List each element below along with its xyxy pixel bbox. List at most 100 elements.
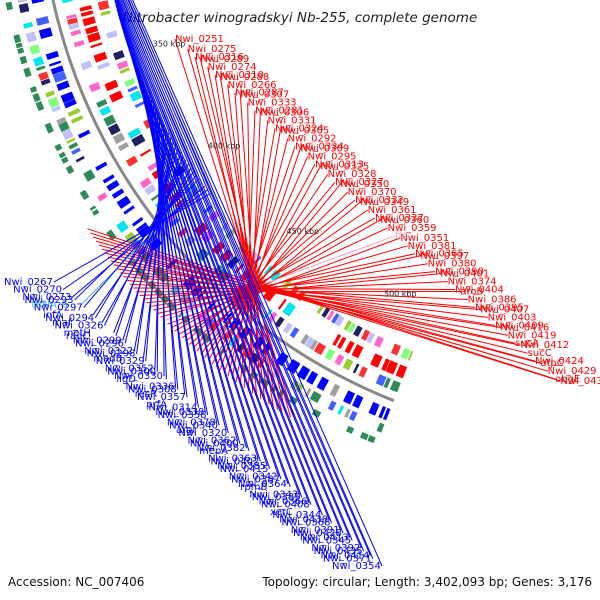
feature-block — [112, 50, 125, 61]
label-connector — [161, 120, 165, 377]
gene-label: rpmB — [240, 482, 267, 493]
feature-block — [85, 25, 99, 35]
gene-label: Nwi_0342 — [229, 471, 278, 482]
feature-block — [153, 287, 165, 298]
label-connector — [153, 253, 416, 311]
feature-block — [367, 435, 376, 444]
feature-block — [390, 343, 401, 356]
gene-label: Nwi_0314 — [149, 403, 198, 414]
gene-label: Nwi_0300 — [107, 367, 156, 378]
feature-block — [29, 44, 41, 55]
feature-block — [52, 70, 67, 83]
feature-block — [316, 376, 329, 391]
gene-label: Nwi_0380 — [428, 259, 477, 270]
label-connector — [207, 164, 316, 361]
gene-label: Nwi_0322 — [84, 346, 133, 357]
gene-label: Nwi_0313 — [315, 159, 364, 170]
feature-block — [58, 151, 66, 159]
feature-block — [73, 39, 85, 48]
feature-block — [32, 92, 41, 103]
feature-block — [61, 128, 74, 141]
feature-block — [123, 205, 135, 215]
feature-block — [75, 155, 85, 163]
gene-label: Nwi_0363 — [208, 453, 257, 464]
feature-block — [68, 142, 79, 150]
gene-label: Nwi_0333 — [248, 98, 297, 109]
label-connector — [227, 84, 266, 402]
feature-block — [334, 353, 345, 366]
gene-label: Nwi_0307 — [240, 90, 289, 101]
feature-block — [347, 322, 357, 334]
feature-block — [348, 410, 358, 422]
feature-block — [60, 91, 75, 104]
feature-block — [389, 380, 401, 393]
gene-label: Nwi_0402 — [210, 456, 259, 467]
gene-label: Nwi_0306 — [260, 108, 309, 119]
feature-block — [51, 105, 62, 113]
feature-block — [45, 50, 60, 61]
gene-label: Nwi_0382 — [197, 443, 246, 454]
label-connector — [123, 276, 476, 308]
gene-label: Nwi_0391 — [291, 525, 340, 536]
feature-block — [381, 358, 391, 372]
gene-label: Nwi_0326 — [54, 320, 103, 331]
label-connector — [115, 4, 300, 495]
gene-label: Nwi_0366 — [259, 497, 308, 508]
feature-block — [54, 143, 63, 152]
feature-block — [116, 60, 129, 70]
feature-block — [38, 27, 53, 40]
feature-block — [332, 334, 342, 347]
gene-label: Nwi_0288 — [220, 72, 269, 83]
feature-block — [329, 383, 341, 397]
label-connectors — [53, 0, 561, 567]
gene-label: Nwi_0329 — [96, 356, 145, 367]
feature-block — [144, 184, 157, 196]
label-connector — [114, 0, 303, 498]
gene-label: obgE — [555, 374, 580, 385]
backbone-circle — [51, 0, 395, 403]
feature-block — [40, 78, 51, 86]
feature-block — [65, 165, 75, 175]
gene-label: recR — [135, 389, 158, 400]
gene-label: Nwi_0273 — [22, 292, 71, 303]
feature-block — [80, 10, 94, 17]
gene-label: Nwi_0292 — [288, 133, 337, 144]
feature-block — [370, 353, 383, 368]
feature-block — [160, 294, 170, 304]
feature-block — [82, 16, 96, 27]
label-connector — [95, 240, 536, 362]
feature-block — [47, 96, 60, 109]
scale-tick-label: 450 kbp — [287, 227, 320, 236]
gene-label: Nwi_0332 — [355, 195, 404, 206]
feature-block — [92, 208, 100, 216]
gene-label: ligD — [116, 374, 136, 385]
map-title: Nitrobacter winogradskyi Nb-255, complet… — [123, 10, 478, 26]
feature-block — [358, 366, 368, 378]
gene-label: Nwi_0338 — [155, 407, 204, 418]
gene-label: Nwi_0390 — [435, 267, 484, 278]
feature-block — [95, 161, 108, 171]
label-connector — [163, 235, 396, 322]
feature-block — [99, 105, 112, 117]
label-connector — [143, 271, 436, 300]
feature-block — [304, 336, 315, 349]
label-connector — [127, 44, 250, 452]
feature-block — [102, 174, 115, 184]
feature-block — [33, 56, 45, 67]
feature-block — [139, 177, 152, 189]
feature-block — [96, 99, 108, 108]
label-connector — [83, 174, 197, 308]
gene-label: Nwi_0330 — [114, 371, 163, 382]
feature-block — [352, 394, 364, 409]
gene-label: Nwi_0294 — [45, 313, 94, 324]
feature-block — [324, 348, 336, 361]
feature-block — [70, 115, 84, 124]
feature-block — [93, 51, 108, 63]
feature-block — [56, 116, 67, 125]
label-connector — [113, 156, 184, 334]
feature-block — [100, 10, 111, 17]
feature-block — [327, 400, 337, 411]
gene-label: Nwi_0397 — [420, 251, 469, 262]
label-connector — [116, 9, 291, 487]
